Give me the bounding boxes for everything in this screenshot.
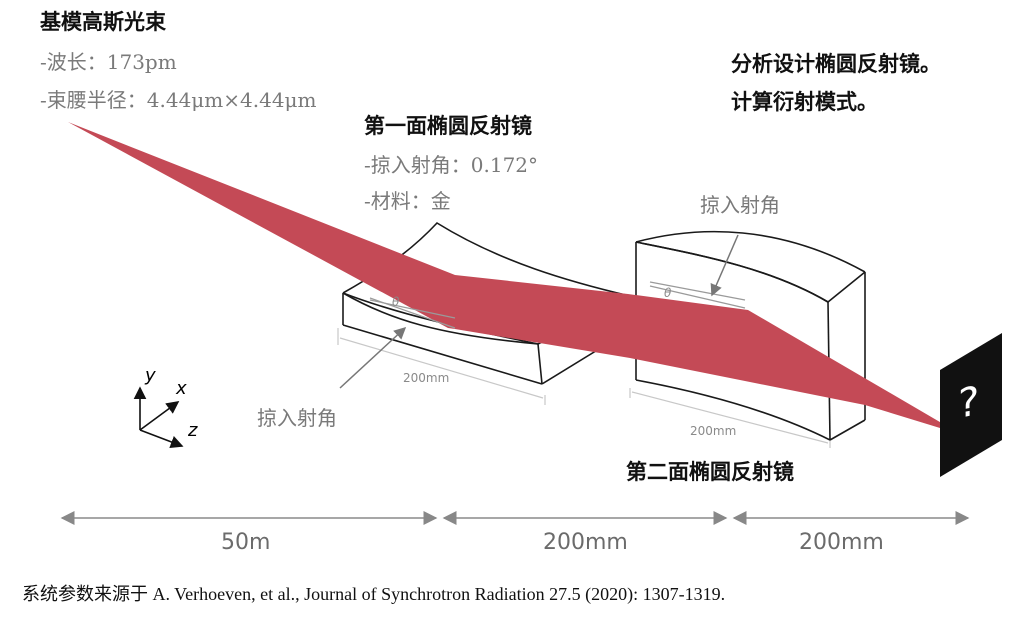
mirror2-theta-label: θ <box>664 286 672 300</box>
axis-z-label: z <box>188 420 198 441</box>
detector-question-mark: ? <box>958 377 980 429</box>
mirror1-grazing-angle: -掠入射角：0.172° <box>364 153 539 177</box>
mirror1-theta-label: θ <box>392 295 400 309</box>
distance-mirror2-to-detector: 200mm <box>799 530 884 555</box>
mirror2-surface <box>635 241 829 303</box>
source-wavelength: -波长：173pm <box>40 50 177 74</box>
source-waist-radius: -束腰半径：4.44μm×4.44μm <box>40 88 317 112</box>
mirror2-length-dimension <box>629 388 831 448</box>
axis-y-label: y <box>145 365 156 386</box>
mirror2-title: 第二面椭圆反射镜 <box>626 459 794 484</box>
mirror2-angle-annotation: 掠入射角 <box>700 193 780 217</box>
mirror2-length-label: 200mm <box>690 424 737 438</box>
mirror2-angle-pointer <box>710 234 739 297</box>
goal-line-1: 分析设计椭圆反射镜。 <box>731 51 941 76</box>
mirror1-title: 第一面椭圆反射镜 <box>364 113 532 138</box>
distance-mirror1-to-mirror2: 200mm <box>543 530 628 555</box>
mirror2-angle-lines <box>649 281 746 309</box>
mirror1-material: -材料：金 <box>364 189 451 213</box>
xray-beam <box>68 122 945 428</box>
mirror1-angle-lines <box>369 297 456 329</box>
mirror1-angle-pointer <box>339 326 407 389</box>
detector-screen <box>940 333 1002 477</box>
mirror1-surface <box>342 292 539 345</box>
distance-source-to-mirror1: 50m <box>221 530 271 555</box>
citation: 系统参数来源于 A. Verhoeven, et al., Journal of… <box>22 584 726 604</box>
mirror1-length-label: 200mm <box>403 371 450 385</box>
mirror1-angle-annotation: 掠入射角 <box>257 406 337 430</box>
mirror1-length-dimension <box>337 328 546 405</box>
goal-line-2: 计算衍射模式。 <box>731 89 878 114</box>
axes-triad <box>133 386 184 448</box>
source-title: 基模高斯光束 <box>40 9 166 34</box>
axis-x-label: x <box>176 378 187 399</box>
